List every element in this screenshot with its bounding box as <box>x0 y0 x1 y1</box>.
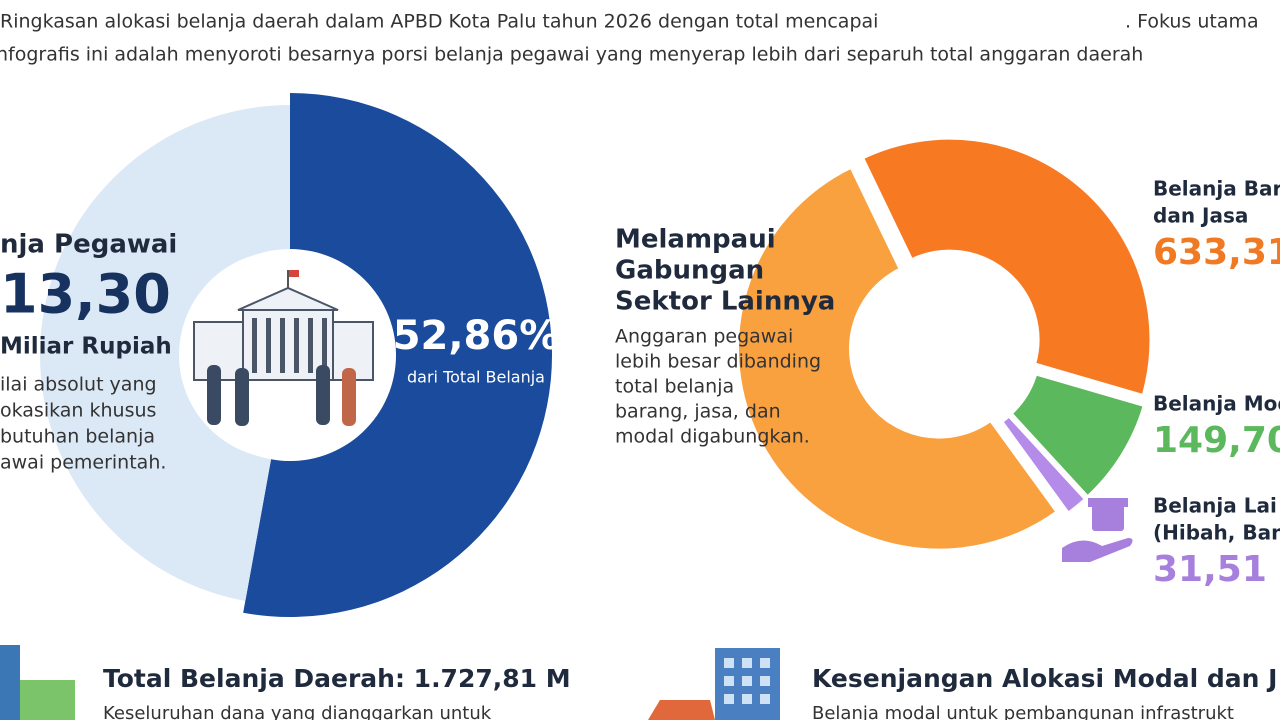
gift-icon <box>1062 498 1133 562</box>
pie-segment <box>243 93 552 617</box>
panel-unit: Miliar Rupiah <box>0 334 172 360</box>
panel-amount: 13,30 <box>0 263 171 326</box>
panel-text: butuhan belanja <box>0 426 155 448</box>
panel-text: modal digabungkan. <box>615 426 810 448</box>
segment-label: Belanja Bar <box>1153 177 1280 201</box>
intro-line: Ringkasan alokasi belanja daerah dalam A… <box>0 11 878 33</box>
pie-segment <box>1007 370 1148 501</box>
segment-amount: 31,51 M <box>1153 549 1280 590</box>
pie-annotation: 52,86% <box>393 313 560 359</box>
segment-label: dan Jasa <box>1153 204 1248 228</box>
bottom-icon <box>0 645 780 720</box>
card-text: Keseluruhan dana yang dianggarkan untuk <box>103 703 492 720</box>
donut-hole <box>857 265 1017 425</box>
panel-title: Melampaui <box>615 225 776 255</box>
building-icon <box>179 251 387 459</box>
panel-text: awai pemerintah. <box>0 452 166 474</box>
pie-segment <box>40 105 291 601</box>
segment-label: Belanja Lai <box>1153 494 1277 518</box>
panel-text: Anggaran pegawai <box>615 326 793 348</box>
panel-text: barang, jasa, dan <box>615 401 781 423</box>
panel-title: Gabungan <box>615 256 764 286</box>
intro-line: nfografis ini adalah menyoroti besarnya … <box>0 44 1143 66</box>
panel-text: okasikan khusus <box>0 400 156 422</box>
card-text: Belanja modal untuk pembangunan infrastr… <box>812 703 1234 720</box>
card-title: Total Belanja Daerah: 1.727,81 M <box>103 664 571 693</box>
segment-label: Belanja Mod <box>1153 392 1280 416</box>
segment-amount: 149,70 <box>1153 420 1280 461</box>
intro-line: . Fokus utama <box>1125 11 1259 33</box>
pie-segment <box>735 163 1061 553</box>
segment-label: (Hibah, Ban <box>1153 521 1280 545</box>
panel-title: nja Pegawai <box>0 230 177 260</box>
panel-title: Sektor Lainnya <box>615 287 835 317</box>
charts: 52,86% dari Total Belanja <box>40 93 1154 617</box>
panel-text: lebih besar dibanding <box>615 351 821 373</box>
pie-annotation: dari Total Belanja <box>407 368 545 387</box>
panel-text: total belanja <box>615 376 734 398</box>
pie-segment <box>998 412 1089 517</box>
panel-text: ilai absolut yang <box>0 374 157 396</box>
pie-segment <box>859 135 1154 399</box>
segment-amount: 633,31 <box>1153 232 1280 273</box>
card-title: Kesenjangan Alokasi Modal dan J <box>812 664 1277 693</box>
